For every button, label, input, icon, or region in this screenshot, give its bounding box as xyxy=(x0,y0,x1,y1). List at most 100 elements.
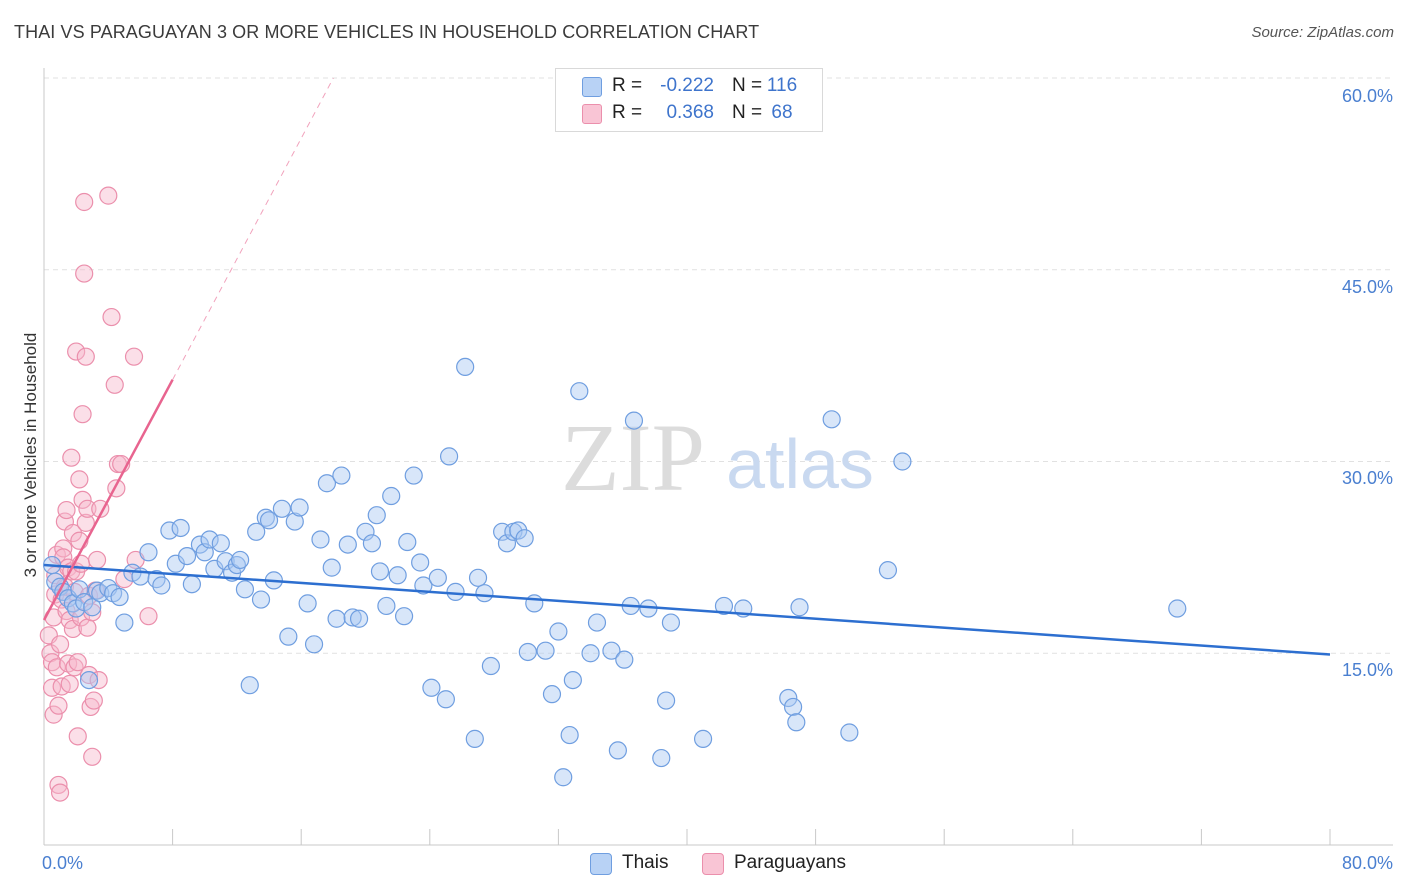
paraguayans-point xyxy=(84,691,103,710)
paraguayans-point xyxy=(50,635,70,654)
thais-point xyxy=(878,561,898,580)
thais-point xyxy=(414,576,433,595)
thais-point xyxy=(338,535,357,554)
n-value: 68 xyxy=(771,102,793,123)
legend-item-paraguayans[interactable]: Paraguayans xyxy=(702,851,862,877)
thais-point xyxy=(1168,599,1187,618)
thais-point xyxy=(356,522,375,541)
thais-point xyxy=(115,613,134,632)
paraguayans-point xyxy=(79,665,99,685)
thais-point xyxy=(536,641,555,660)
paraguayans-point xyxy=(75,264,94,283)
thais-point xyxy=(481,656,500,676)
thais-point xyxy=(615,650,634,669)
paraguayans-point xyxy=(124,347,144,366)
thais-point xyxy=(787,713,806,732)
paraguayans-point xyxy=(49,775,68,795)
thais-point xyxy=(322,558,341,577)
thais-point xyxy=(779,688,798,708)
thais-point xyxy=(693,729,713,748)
thais-point xyxy=(518,642,537,662)
thais-point xyxy=(404,466,423,485)
thais-point xyxy=(311,530,330,549)
paraguayans-point xyxy=(62,448,81,467)
x-tick-label: 80.0% xyxy=(1341,853,1393,873)
paraguayans-point xyxy=(50,783,70,802)
thais-point xyxy=(349,609,369,628)
paraguayans-point xyxy=(139,607,158,626)
r-label: R = xyxy=(612,102,643,123)
watermark-zip: ZIP xyxy=(561,404,705,511)
paraguayans-point xyxy=(83,747,102,766)
y-tick-label: 30.0% xyxy=(1341,468,1393,488)
paraguayans-point xyxy=(76,347,95,366)
paraguayans-point xyxy=(44,705,63,724)
thais-point xyxy=(549,622,568,641)
thais-point xyxy=(171,518,190,538)
thais-point xyxy=(216,552,235,571)
n-value: 116 xyxy=(766,75,798,96)
paraguayans-legend-swatch xyxy=(702,853,724,875)
gridlines xyxy=(44,77,1393,654)
thais-point xyxy=(332,466,351,485)
thais-point xyxy=(182,575,201,594)
thais-point xyxy=(235,580,255,599)
thais-point xyxy=(83,598,102,617)
legend-item-thais[interactable]: Thais xyxy=(590,851,680,877)
thais-point xyxy=(422,678,441,697)
r-label: R = xyxy=(612,75,643,96)
thais-legend-label: Thais xyxy=(622,852,669,873)
thais-point xyxy=(411,553,430,572)
thais-point xyxy=(256,508,275,527)
paraguayans-point xyxy=(73,405,92,424)
paraguayans-point xyxy=(68,727,87,746)
thais-point xyxy=(290,498,309,517)
thais-point xyxy=(177,546,197,566)
thais-point xyxy=(272,499,292,518)
paraguayans-point xyxy=(87,550,107,570)
thais-point xyxy=(279,627,298,646)
chart-title: THAI VS PARAGUAYAN 3 OR MORE VEHICLES IN… xyxy=(14,22,760,42)
paraguayans-point xyxy=(47,658,66,677)
r-value: -0.222 xyxy=(660,75,714,96)
thais-point xyxy=(468,568,488,587)
paraguayans-point xyxy=(102,307,121,327)
thais-point xyxy=(587,613,607,632)
thais-point xyxy=(465,729,484,748)
thais-point xyxy=(602,641,621,660)
thais-point xyxy=(211,534,230,553)
correlation-legend: R = -0.222 N = 116 R = 0.368 N = 68 xyxy=(555,68,823,132)
paraguayans-point xyxy=(105,375,124,394)
watermark-atlas: atlas xyxy=(726,425,874,503)
thais-point xyxy=(515,529,534,548)
paraguayans-point xyxy=(67,342,86,361)
thais-swatch xyxy=(582,77,602,97)
thais-point xyxy=(79,670,99,690)
thais-point xyxy=(783,697,803,717)
thais-point xyxy=(317,474,337,493)
thais-point xyxy=(394,607,414,626)
thais-point xyxy=(152,576,171,595)
thais-point xyxy=(475,584,494,603)
thais-point xyxy=(285,512,304,531)
thais-point xyxy=(563,670,582,690)
paraguayans-point xyxy=(49,696,68,715)
trend-lines xyxy=(42,77,1331,656)
thais-point xyxy=(377,596,396,616)
paraguayans-point xyxy=(57,500,76,520)
thais-point xyxy=(790,598,809,617)
thais-point xyxy=(428,568,447,587)
axes xyxy=(43,68,1393,846)
source-credit: Source: ZipAtlas.com xyxy=(1251,24,1394,41)
paraguayans-point xyxy=(78,618,97,637)
thais-point xyxy=(893,452,912,471)
thais-point xyxy=(436,690,455,709)
thais-trend-line xyxy=(43,563,1331,656)
n-label: N = xyxy=(732,75,763,96)
thais-point xyxy=(298,594,317,613)
watermark: ZIP atlas xyxy=(561,404,874,511)
paraguayans-swatch xyxy=(582,104,602,124)
thais-point xyxy=(456,357,475,377)
paraguayans-point xyxy=(78,499,97,518)
